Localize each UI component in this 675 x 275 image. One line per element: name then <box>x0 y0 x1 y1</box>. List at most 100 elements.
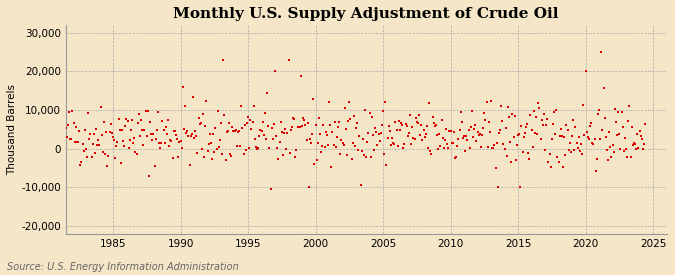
Point <box>469 127 480 131</box>
Point <box>306 141 317 145</box>
Point <box>80 147 91 152</box>
Point <box>294 125 305 130</box>
Point <box>621 147 632 151</box>
Point <box>435 144 446 148</box>
Point <box>597 128 608 133</box>
Point <box>360 108 371 112</box>
Point <box>151 128 162 132</box>
Point <box>436 118 447 122</box>
Point <box>483 145 493 149</box>
Point <box>502 153 512 158</box>
Point <box>547 122 558 126</box>
Point <box>364 111 375 115</box>
Point <box>488 146 499 150</box>
Point <box>383 124 394 128</box>
Point <box>119 144 130 148</box>
Point <box>85 132 96 136</box>
Point <box>212 109 223 113</box>
Point <box>207 157 217 161</box>
Point <box>149 164 160 168</box>
Point <box>67 109 78 113</box>
Point <box>340 127 351 131</box>
Point <box>497 118 508 123</box>
Point <box>630 142 641 147</box>
Point <box>293 125 304 130</box>
Point <box>529 109 539 113</box>
Point <box>248 104 259 108</box>
Point <box>554 160 564 164</box>
Point <box>272 146 283 150</box>
Point <box>570 125 581 130</box>
Point <box>422 124 433 128</box>
Point <box>531 115 541 119</box>
Point <box>569 148 580 153</box>
Point <box>464 146 475 150</box>
Point <box>303 185 314 190</box>
Point <box>561 123 572 127</box>
Point <box>556 127 566 131</box>
Point <box>603 158 614 162</box>
Point <box>171 133 182 137</box>
Point <box>323 100 334 104</box>
Point <box>326 164 337 169</box>
Point <box>369 148 379 153</box>
Point <box>185 133 196 138</box>
Point <box>512 142 522 147</box>
Point <box>574 135 585 139</box>
Point <box>142 109 153 113</box>
Point <box>367 133 378 137</box>
Point <box>109 138 119 142</box>
Point <box>252 146 263 150</box>
Point <box>523 150 534 155</box>
Point <box>90 151 101 155</box>
Point <box>605 145 616 149</box>
Point <box>346 156 357 161</box>
Point <box>352 121 362 125</box>
Point <box>320 130 331 134</box>
Point <box>478 125 489 130</box>
Point <box>614 132 625 136</box>
Point <box>516 123 527 128</box>
Point <box>616 109 627 114</box>
Point <box>508 135 519 139</box>
Point <box>300 123 310 127</box>
Point <box>113 117 124 121</box>
Point <box>70 140 80 145</box>
Point <box>410 116 421 120</box>
Point <box>325 123 335 128</box>
Point <box>408 136 418 141</box>
Point <box>337 140 348 145</box>
Point <box>522 122 533 127</box>
Point <box>530 131 541 136</box>
Point <box>632 132 643 137</box>
Point <box>367 115 377 119</box>
Point <box>473 133 484 137</box>
Point <box>584 136 595 141</box>
Point <box>612 133 622 138</box>
Point <box>423 146 433 150</box>
Point <box>342 153 352 157</box>
Point <box>198 155 209 159</box>
Point <box>579 133 590 137</box>
Point <box>316 150 327 154</box>
Point <box>255 128 266 132</box>
Point <box>354 134 364 138</box>
Point <box>168 128 179 133</box>
Point <box>489 142 500 147</box>
Point <box>94 142 105 147</box>
Point <box>452 144 463 148</box>
Point <box>439 138 450 142</box>
Point <box>161 125 171 130</box>
Point <box>394 119 404 123</box>
Point <box>262 91 273 95</box>
Point <box>290 154 300 159</box>
Point <box>331 135 342 139</box>
Point <box>470 122 481 127</box>
Point <box>121 117 132 122</box>
Point <box>259 111 270 115</box>
Point <box>72 140 82 145</box>
Point <box>391 128 402 132</box>
Point <box>66 137 77 141</box>
Point <box>610 107 620 111</box>
Point <box>261 137 271 142</box>
